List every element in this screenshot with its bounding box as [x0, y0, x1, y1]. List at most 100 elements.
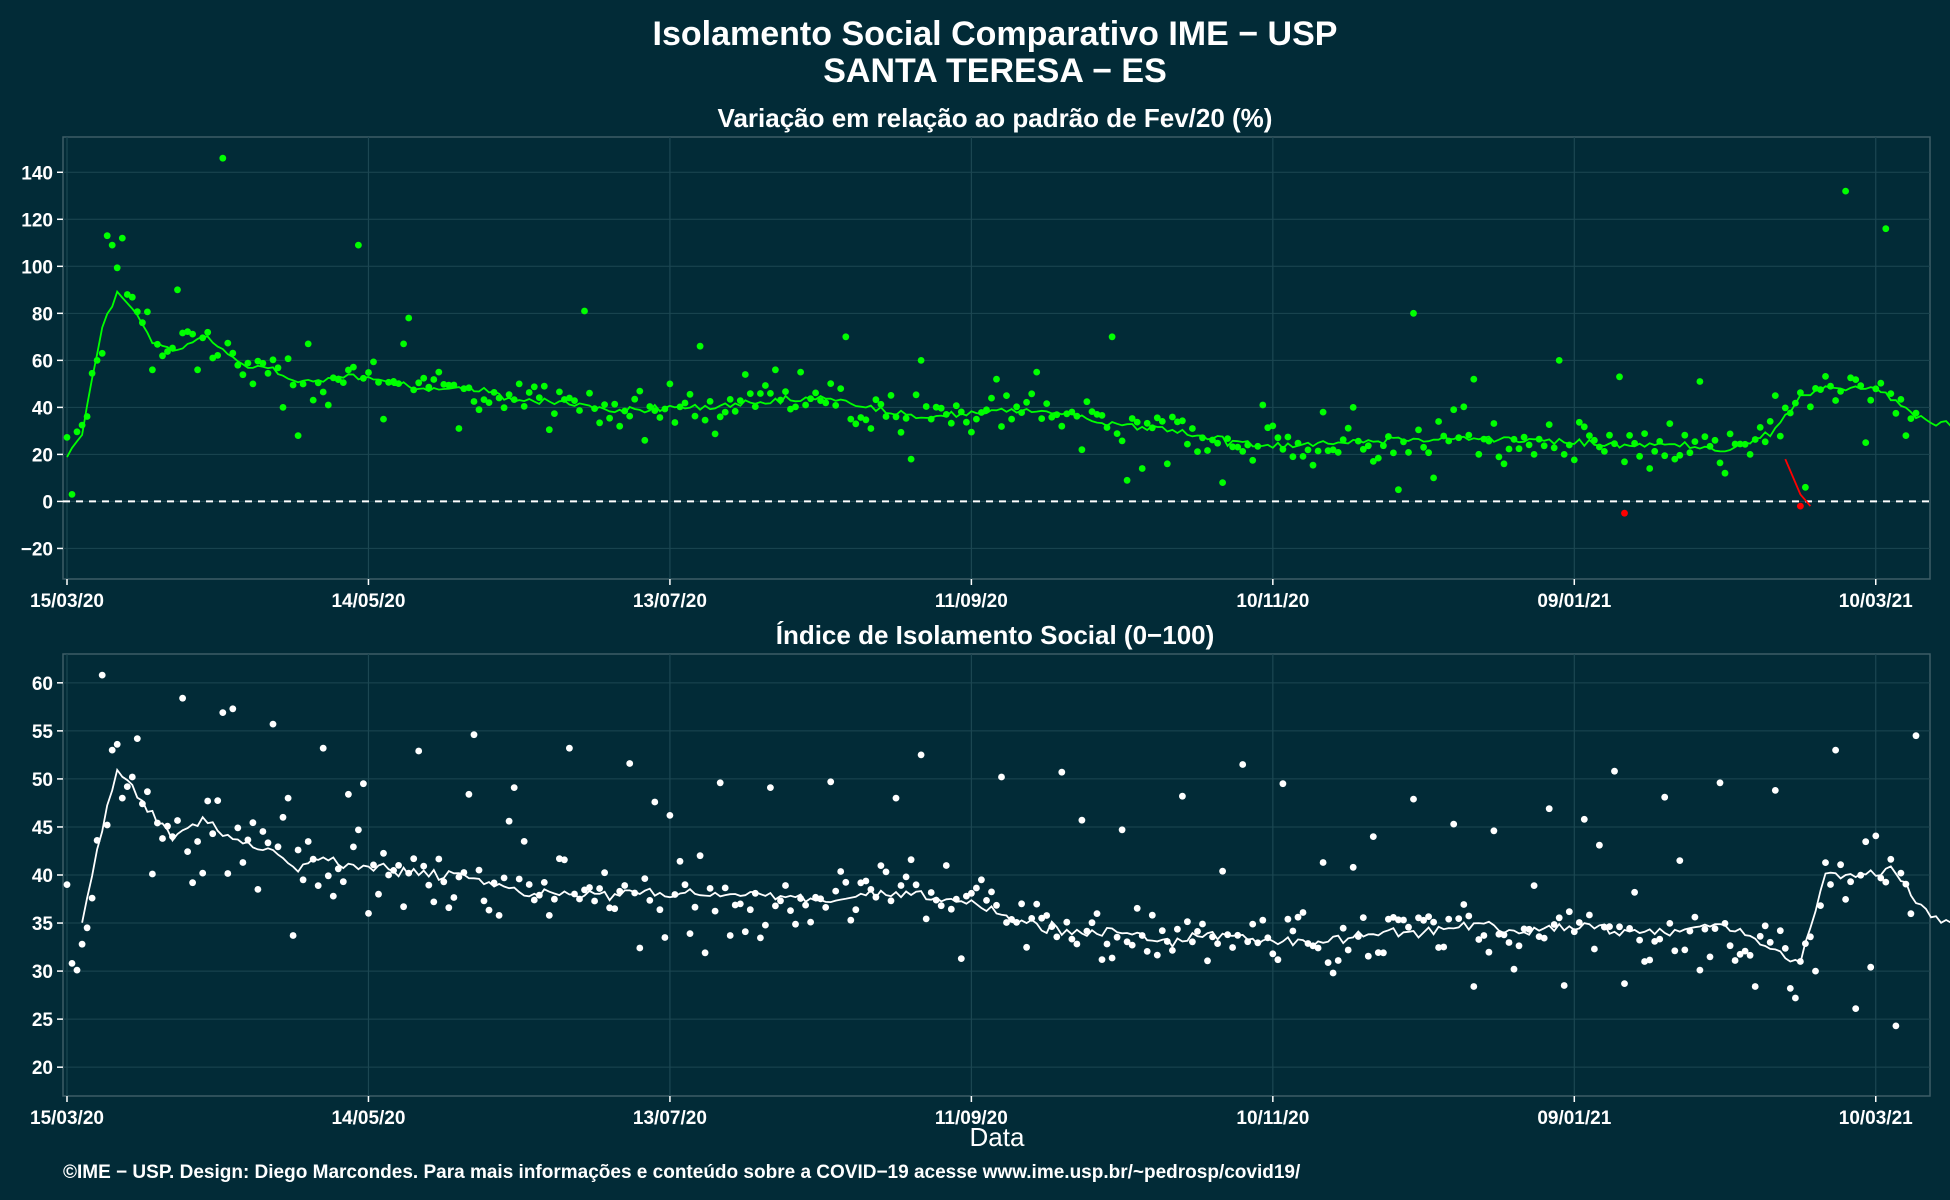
daily-point — [1756, 424, 1764, 431]
daily-point — [1088, 919, 1096, 927]
daily-point — [1756, 932, 1764, 940]
daily-point — [430, 898, 438, 906]
daily-point — [139, 319, 146, 327]
daily-point — [78, 940, 86, 948]
daily-point — [350, 843, 357, 851]
daily-point — [782, 882, 789, 889]
daily-point — [1385, 433, 1392, 440]
daily-point — [932, 896, 940, 904]
daily-point — [862, 877, 870, 885]
daily-point — [1018, 900, 1025, 908]
daily-point — [355, 826, 362, 834]
daily-point — [711, 430, 719, 438]
daily-point — [1606, 923, 1613, 930]
daily-point — [1500, 931, 1508, 939]
daily-point — [1641, 430, 1648, 437]
daily-point — [118, 234, 126, 242]
daily-point — [651, 407, 659, 414]
daily-point — [1842, 896, 1849, 903]
daily-point — [480, 396, 488, 403]
daily-point — [892, 794, 900, 802]
daily-point — [1254, 442, 1262, 450]
daily-point — [445, 904, 453, 912]
daily-point — [93, 357, 101, 364]
daily-point — [339, 878, 347, 886]
daily-point — [691, 903, 699, 911]
daily-point — [1465, 431, 1473, 439]
daily-point — [731, 901, 739, 909]
daily-point — [73, 966, 81, 974]
daily-point — [671, 891, 679, 898]
daily-point — [576, 895, 583, 903]
daily-point — [1631, 439, 1638, 447]
daily-point — [1123, 476, 1131, 484]
daily-point — [792, 920, 799, 928]
daily-point — [1882, 225, 1890, 233]
daily-point — [1395, 486, 1402, 494]
daily-point — [1420, 916, 1427, 924]
daily-point — [1249, 456, 1257, 464]
daily-point — [1098, 412, 1106, 419]
daily-point — [244, 836, 252, 844]
daily-point — [1580, 815, 1588, 823]
daily-point — [586, 884, 593, 891]
daily-point — [1269, 950, 1277, 958]
daily-point — [1209, 436, 1216, 444]
daily-point — [1902, 880, 1910, 888]
daily-point — [1284, 433, 1292, 441]
daily-point — [1083, 927, 1091, 935]
daily-point — [767, 784, 774, 791]
daily-point — [113, 740, 121, 748]
daily-point — [827, 380, 835, 387]
daily-point — [1540, 934, 1548, 942]
daily-point — [410, 855, 418, 863]
daily-point — [1666, 420, 1674, 427]
daily-point — [1440, 432, 1448, 440]
daily-point — [792, 403, 799, 411]
daily-point — [1244, 441, 1252, 449]
daily-point — [1189, 938, 1196, 946]
daily-point — [1324, 959, 1332, 966]
daily-point — [1907, 415, 1915, 422]
daily-point — [1822, 373, 1829, 380]
daily-point — [1013, 919, 1020, 926]
daily-point — [314, 379, 322, 387]
daily-point — [802, 401, 809, 409]
daily-point — [1761, 438, 1769, 446]
daily-point — [591, 405, 598, 412]
daily-point — [520, 403, 528, 410]
daily-point — [475, 866, 483, 874]
daily-point — [983, 406, 990, 414]
daily-point — [1329, 969, 1337, 977]
daily-point — [1716, 459, 1724, 467]
daily-point — [345, 790, 352, 798]
daily-point — [1053, 933, 1061, 941]
daily-point — [1616, 373, 1623, 381]
daily-point — [762, 921, 769, 929]
daily-point — [224, 339, 232, 347]
daily-point — [782, 388, 789, 395]
daily-point — [817, 397, 824, 404]
daily-point — [586, 389, 593, 397]
daily-point — [1244, 938, 1252, 946]
daily-point — [1671, 947, 1679, 955]
daily-point — [571, 397, 578, 404]
daily-point — [616, 422, 624, 430]
daily-point — [676, 857, 684, 865]
daily-point — [1781, 945, 1789, 952]
daily-point — [1400, 916, 1407, 924]
daily-point — [1802, 940, 1809, 947]
daily-point — [264, 369, 272, 377]
daily-point — [1586, 911, 1593, 919]
daily-point — [963, 892, 970, 900]
daily-point — [88, 894, 96, 902]
daily-point — [631, 395, 639, 403]
daily-point — [1852, 376, 1860, 383]
daily-point — [1239, 761, 1247, 768]
daily-point — [1214, 439, 1221, 447]
daily-point — [927, 889, 935, 896]
daily-point — [219, 709, 227, 716]
panel-variation: 15/03/20 14/05/20 13/07/20 11/09/20 10/11/20… — [21, 137, 1950, 612]
daily-point — [671, 419, 679, 426]
daily-point — [1289, 927, 1297, 935]
